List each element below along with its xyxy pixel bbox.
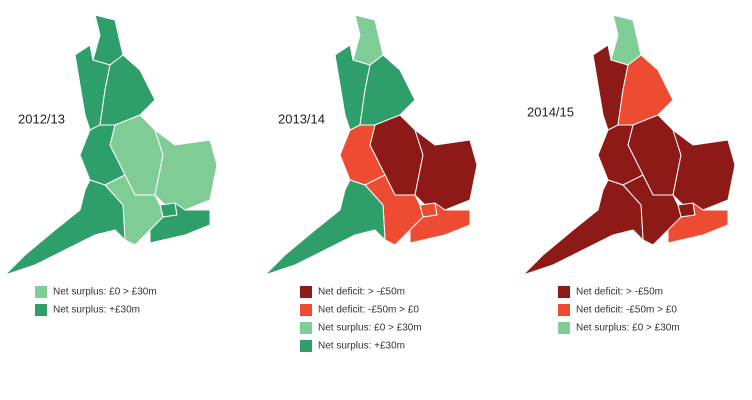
legend-swatch <box>558 304 570 316</box>
legend-swatch <box>558 322 570 334</box>
region <box>154 129 218 211</box>
legend-swatch <box>300 340 312 352</box>
legend-text: Net surplus: £0 > £30m <box>53 287 157 298</box>
region <box>667 202 729 244</box>
legend-text: Net deficit: > -£50m <box>576 287 663 298</box>
region <box>4 179 126 276</box>
legend-swatch <box>35 286 47 298</box>
legend-text: Net surplus: £0 > £30m <box>318 323 422 334</box>
england-map <box>4 14 218 276</box>
region <box>610 14 642 66</box>
legend-swatch <box>558 286 570 298</box>
year-label: 2013/14 <box>278 111 325 126</box>
legend-text: Net surplus: +£30m <box>318 341 405 352</box>
legend-text: Net surplus: £0 > £30m <box>576 323 680 334</box>
legend-text: Net deficit: -£50m > £0 <box>576 305 677 316</box>
region <box>409 202 471 244</box>
region <box>414 129 478 211</box>
region <box>264 179 386 276</box>
year-label: 2014/15 <box>527 104 574 119</box>
legend-text: Net deficit: > -£50m <box>318 287 405 298</box>
region <box>92 14 124 66</box>
legend-swatch <box>35 304 47 316</box>
england-map <box>522 14 736 276</box>
year-label: 2012/13 <box>18 111 65 126</box>
legend-swatch <box>300 304 312 316</box>
region <box>522 179 644 276</box>
region <box>149 202 211 244</box>
region <box>672 129 736 211</box>
legend-text: Net deficit: -£50m > £0 <box>318 305 419 316</box>
england-map <box>264 14 478 276</box>
region <box>352 14 384 66</box>
legend-swatch <box>300 286 312 298</box>
legend-text: Net surplus: +£30m <box>53 305 140 316</box>
legend-swatch <box>300 322 312 334</box>
